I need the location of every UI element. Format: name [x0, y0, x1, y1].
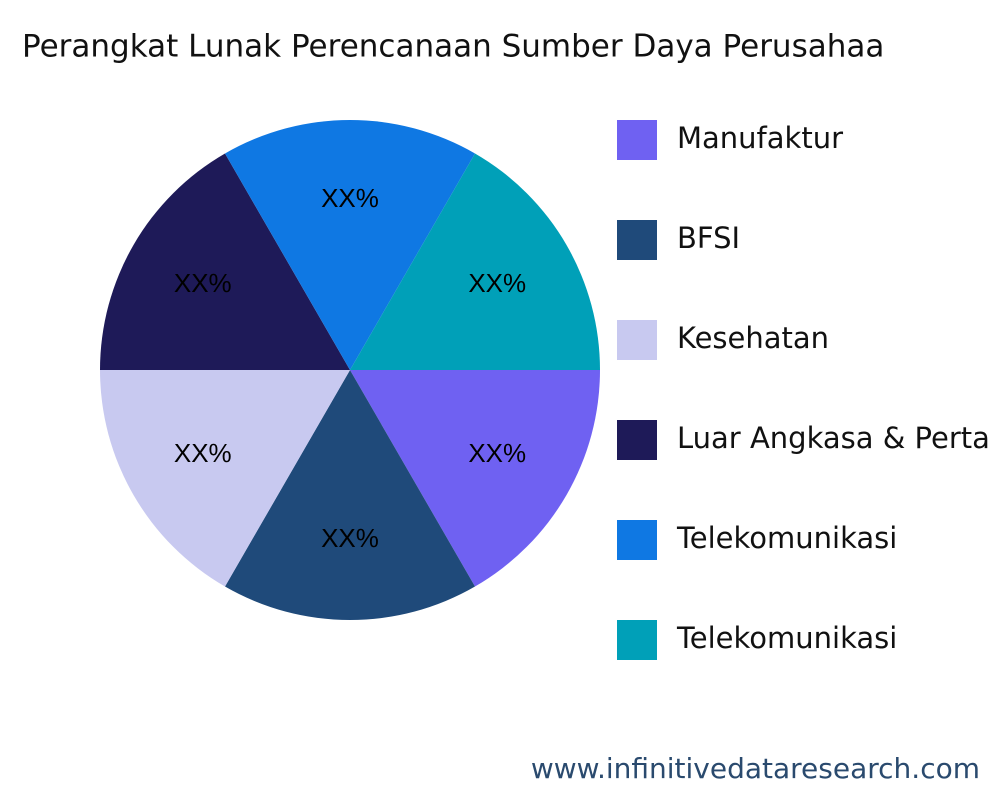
pie-slice: [350, 370, 600, 587]
legend-swatch: [617, 620, 657, 660]
legend-swatch: [617, 320, 657, 360]
data-label: XX%: [174, 438, 232, 468]
legend-label: Telekomunikasi: [676, 521, 897, 555]
data-label: XX%: [174, 268, 232, 298]
data-label: XX%: [468, 268, 526, 298]
pie-slice: [350, 153, 600, 370]
legend-label: BFSI: [677, 221, 740, 255]
chart-title: Perangkat Lunak Perencanaan Sumber Daya …: [22, 29, 884, 65]
pie-slice: [225, 119, 475, 370]
legend-swatch: [617, 520, 657, 560]
legend-label: Kesehatan: [677, 321, 829, 355]
legend-label: Manufaktur: [677, 121, 843, 155]
legend-swatch: [617, 420, 657, 460]
legend-swatch: [617, 120, 657, 160]
source: www.infinitivedataresearch.com: [531, 752, 980, 785]
legend-label: Telekomunikasi: [676, 621, 897, 655]
legend-swatch: [617, 220, 657, 260]
data-label: XX%: [321, 183, 379, 213]
data-label: XX%: [468, 438, 526, 468]
pie-slice: [225, 370, 475, 620]
legend-label: Luar Angkasa & Perta: [677, 421, 990, 455]
data-label: XX%: [321, 523, 379, 553]
pie-slice: [100, 153, 350, 370]
pie-slice: [100, 370, 350, 587]
